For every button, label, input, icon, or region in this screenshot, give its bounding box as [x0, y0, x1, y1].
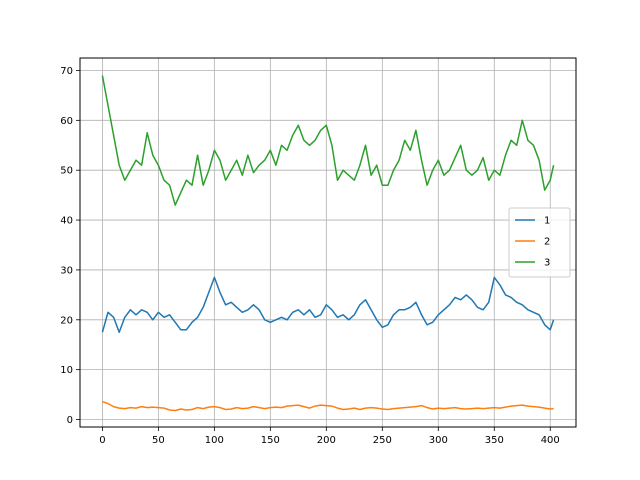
x-tick-label: 350	[485, 435, 504, 446]
x-tick-label: 250	[373, 435, 392, 446]
y-tick-label: 20	[60, 315, 73, 326]
legend-label-2: 2	[544, 237, 550, 248]
y-tick-label: 10	[60, 365, 73, 376]
x-tick-label: 0	[99, 435, 105, 446]
legend-label-3: 3	[544, 258, 550, 269]
y-axis: 0 10 20 30 40 50 60 70	[60, 66, 80, 426]
x-tick-label: 150	[261, 435, 280, 446]
grid-lines	[80, 58, 576, 427]
y-tick-label: 40	[60, 216, 73, 227]
y-tick-label: 60	[60, 116, 73, 127]
legend: 1 2 3	[508, 207, 571, 278]
x-axis: 0 50 100 150 200 250 300 350 400	[99, 427, 560, 446]
y-tick-label: 30	[60, 265, 73, 276]
y-tick-label: 70	[60, 66, 73, 77]
x-tick-label: 400	[541, 435, 560, 446]
legend-box	[508, 207, 571, 278]
series-line-2	[102, 400, 554, 412]
plot-frame	[79, 57, 577, 428]
y-tick-label: 0	[67, 415, 73, 426]
x-tick-label: 200	[317, 435, 336, 446]
x-tick-label: 50	[152, 435, 165, 446]
y-tick-label: 50	[60, 166, 73, 177]
series-lines	[101, 75, 555, 412]
x-tick-label: 300	[429, 435, 448, 446]
series-line-3	[101, 75, 555, 206]
series-line-1	[101, 276, 555, 334]
legend-label-1: 1	[544, 216, 550, 227]
x-tick-label: 100	[205, 435, 224, 446]
